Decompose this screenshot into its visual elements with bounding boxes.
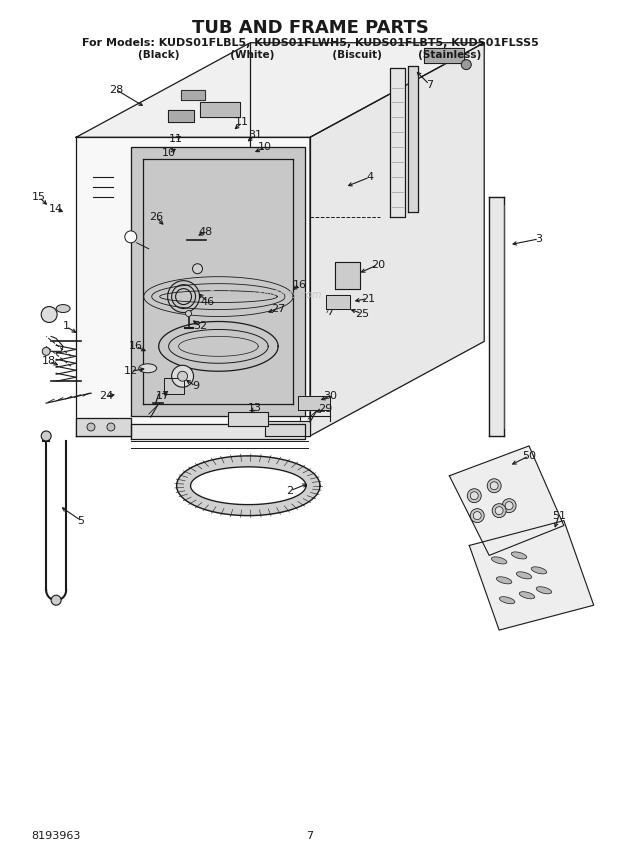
Text: 31: 31 — [248, 130, 262, 140]
Circle shape — [125, 231, 137, 243]
Circle shape — [177, 372, 188, 381]
Polygon shape — [131, 424, 305, 439]
Text: 17: 17 — [156, 391, 170, 401]
Ellipse shape — [492, 557, 507, 564]
Polygon shape — [298, 396, 330, 410]
Text: 18: 18 — [42, 356, 56, 366]
Polygon shape — [335, 262, 360, 288]
Circle shape — [185, 311, 192, 317]
Text: 11: 11 — [169, 134, 183, 145]
Circle shape — [471, 508, 484, 522]
Circle shape — [495, 507, 503, 514]
Text: TUB AND FRAME PARTS: TUB AND FRAME PARTS — [192, 19, 428, 37]
Text: 51: 51 — [552, 511, 566, 520]
Circle shape — [461, 60, 471, 69]
Polygon shape — [190, 467, 306, 505]
Circle shape — [492, 503, 506, 518]
Text: 10: 10 — [162, 148, 175, 158]
Polygon shape — [164, 378, 184, 394]
Polygon shape — [469, 520, 594, 630]
Polygon shape — [310, 43, 484, 436]
Polygon shape — [425, 48, 464, 62]
Text: 1: 1 — [63, 322, 69, 331]
Text: 14: 14 — [49, 204, 63, 214]
Ellipse shape — [516, 572, 532, 579]
Polygon shape — [326, 294, 350, 308]
Text: 20: 20 — [371, 259, 385, 270]
Text: 13: 13 — [248, 403, 262, 413]
Circle shape — [87, 423, 95, 431]
Polygon shape — [76, 137, 310, 436]
Circle shape — [42, 348, 50, 355]
Ellipse shape — [512, 552, 527, 559]
Text: 11: 11 — [236, 117, 249, 128]
Text: 3: 3 — [536, 234, 542, 244]
Text: 4: 4 — [366, 172, 373, 182]
Text: 8193963: 8193963 — [31, 831, 81, 841]
Text: 16: 16 — [129, 342, 143, 351]
Text: 25: 25 — [355, 308, 369, 318]
Text: 30: 30 — [323, 391, 337, 401]
Circle shape — [107, 423, 115, 431]
Text: 24: 24 — [99, 391, 113, 401]
Polygon shape — [407, 66, 417, 212]
Ellipse shape — [520, 591, 535, 599]
Text: 21: 21 — [361, 294, 375, 304]
Circle shape — [502, 499, 516, 513]
Text: 7: 7 — [426, 80, 433, 90]
Circle shape — [505, 502, 513, 509]
Text: 29: 29 — [318, 404, 332, 414]
Polygon shape — [76, 418, 131, 436]
Circle shape — [51, 595, 61, 605]
Circle shape — [487, 479, 501, 493]
Text: 10: 10 — [258, 142, 272, 152]
Polygon shape — [200, 103, 241, 117]
Text: 26: 26 — [149, 212, 163, 222]
Circle shape — [473, 512, 481, 520]
Ellipse shape — [139, 364, 157, 372]
Circle shape — [193, 264, 203, 274]
Text: 32: 32 — [193, 322, 208, 331]
Polygon shape — [177, 456, 320, 515]
Ellipse shape — [536, 586, 552, 594]
Polygon shape — [167, 110, 193, 122]
Circle shape — [41, 306, 57, 323]
Circle shape — [172, 366, 193, 387]
Text: 27: 27 — [271, 304, 285, 313]
Polygon shape — [489, 197, 504, 436]
Polygon shape — [265, 421, 310, 436]
Circle shape — [467, 489, 481, 502]
Circle shape — [471, 491, 478, 500]
Polygon shape — [76, 43, 484, 137]
Circle shape — [490, 482, 498, 490]
Polygon shape — [180, 90, 205, 100]
Text: For Models: KUDS01FLBL5, KUDS01FLWH5, KUDS01FLBT5, KUDS01FLSS5: For Models: KUDS01FLBL5, KUDS01FLWH5, KU… — [82, 38, 538, 48]
Text: 46: 46 — [200, 296, 215, 306]
Text: 16: 16 — [293, 280, 307, 289]
Text: ReplacementParts.com: ReplacementParts.com — [208, 289, 322, 300]
Polygon shape — [228, 412, 268, 426]
Ellipse shape — [499, 597, 515, 603]
Text: 5: 5 — [78, 515, 84, 526]
Text: 2: 2 — [286, 485, 294, 496]
Text: 12: 12 — [124, 366, 138, 377]
Ellipse shape — [531, 567, 547, 574]
Text: 48: 48 — [198, 227, 213, 237]
Text: 15: 15 — [32, 192, 46, 202]
Polygon shape — [131, 147, 305, 416]
Polygon shape — [389, 68, 405, 217]
Text: (Black)              (White)                (Biscuit)          (Stainless): (Black) (White) (Biscuit) (Stainless) — [138, 50, 482, 60]
Ellipse shape — [497, 577, 512, 584]
Circle shape — [41, 431, 51, 441]
Text: 28: 28 — [108, 85, 123, 94]
Text: 7: 7 — [306, 831, 314, 841]
Ellipse shape — [56, 305, 70, 312]
Text: 9: 9 — [192, 381, 199, 391]
Polygon shape — [450, 446, 564, 556]
Text: 50: 50 — [522, 451, 536, 461]
